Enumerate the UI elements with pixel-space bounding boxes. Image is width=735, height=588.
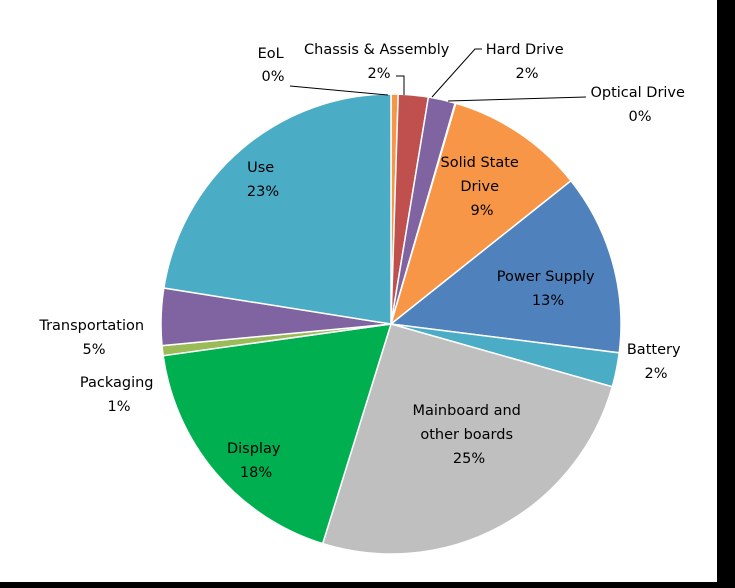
slice-solid-state-drive [389, 102, 573, 327]
label-use: Use 23% [247, 160, 279, 200]
label-chassis-assembly: Chassis & Assembly 2% [304, 42, 454, 82]
slice-mainboard-and-other-boards [321, 323, 614, 555]
label-solid-state-drive: Solid State Drive 9% [441, 155, 524, 219]
leader-line-eol [289, 85, 389, 96]
label-optical-drive: Optical Drive 0% [590, 85, 689, 125]
leader-line-hard-drive [431, 48, 482, 98]
leader-line-chassis [396, 75, 405, 95]
slice-use [162, 93, 392, 325]
label-mainboard: Mainboard and other boards 25% [413, 403, 526, 467]
labels-layer: EoL 0% Chassis & Assembly 2% Hard Drive … [38, 42, 689, 481]
slice-power-supply [389, 179, 622, 354]
label-display: Display 18% [227, 441, 285, 481]
pie-chart: EoL 0% Chassis & Assembly 2% Hard Drive … [38, 42, 689, 555]
leader-lines [289, 48, 587, 102]
label-battery: Battery 2% [627, 342, 685, 382]
slices-layer [160, 93, 622, 555]
leader-line-optical-drive [447, 96, 587, 102]
label-packaging: Packaging 1% [80, 375, 158, 415]
label-hard-drive: Hard Drive 2% [486, 42, 569, 82]
label-power-supply: Power Supply 13% [497, 269, 599, 309]
slice-display [162, 323, 393, 545]
label-eol: EoL 0% [258, 46, 289, 85]
label-transportation: Transportation 5% [38, 318, 148, 358]
chart-panel: EoL 0% Chassis & Assembly 2% Hard Drive … [0, 0, 717, 582]
